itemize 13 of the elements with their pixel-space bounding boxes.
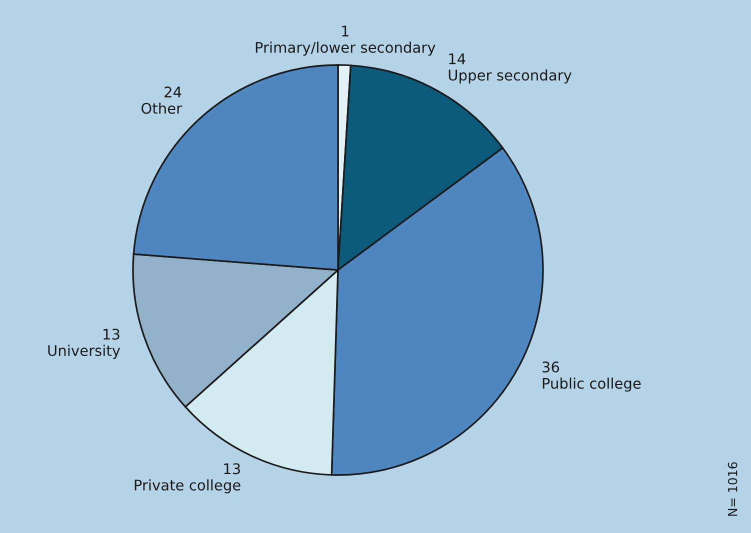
data-label: 14 xyxy=(449,53,466,64)
slice-label: Private college xyxy=(134,479,240,494)
data-label: 1 xyxy=(342,26,348,36)
slice-label: Other xyxy=(141,102,182,114)
data-label: 24 xyxy=(164,86,182,98)
slice-label: Upper secondary xyxy=(448,69,572,84)
slice-label: Primary/lower secondary xyxy=(256,42,436,56)
data-label: 36 xyxy=(542,361,560,373)
slice-label: Public college xyxy=(542,378,641,392)
data-label: 13 xyxy=(224,463,240,474)
text: N= 1016 xyxy=(728,462,738,516)
data-label: 13 xyxy=(104,328,120,340)
slice-label: University xyxy=(48,344,120,359)
